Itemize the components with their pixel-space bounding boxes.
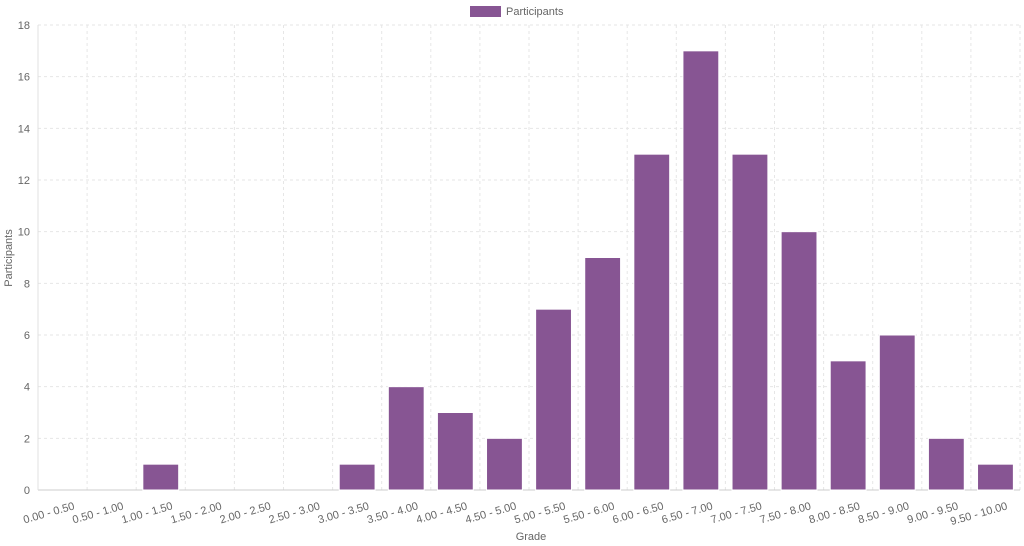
bar-1-00-1-50[interactable] <box>142 463 180 491</box>
bar-6-50-7-00[interactable] <box>682 50 720 491</box>
y-tick-label: 8 <box>24 278 30 290</box>
y-axis-ticks: 0 2 4 6 8 10 12 14 16 18 <box>18 20 30 497</box>
x-tick-label: 0.00 - 0.50 <box>22 500 76 526</box>
bar-9-50-10-00[interactable] <box>977 463 1014 491</box>
x-axis-title: Grade <box>516 531 547 543</box>
chart-bars <box>142 50 1014 491</box>
bar-8-50-9-00[interactable] <box>878 334 916 491</box>
x-tick-label: 3.50 - 4.00 <box>366 500 420 526</box>
y-tick-label: 6 <box>24 330 30 342</box>
bar-9-00-9-50[interactable] <box>927 437 965 491</box>
y-tick-label: 18 <box>18 20 30 32</box>
y-axis-title: Participants <box>3 229 15 287</box>
bar-7-50-8-00[interactable] <box>780 231 818 491</box>
x-tick-label: 8.00 - 8.50 <box>808 500 862 526</box>
x-tick-label: 4.50 - 5.00 <box>464 500 518 526</box>
bar-8-00-8-50[interactable] <box>829 360 867 491</box>
chart-legend[interactable]: Participants <box>470 6 564 18</box>
x-tick-label: 3.00 - 3.50 <box>317 500 371 526</box>
x-tick-label: 4.00 - 4.50 <box>415 500 469 526</box>
x-tick-label: 2.50 - 3.00 <box>268 500 322 526</box>
bar-4-00-4-50[interactable] <box>436 412 474 491</box>
x-tick-label: 6.50 - 7.00 <box>660 500 714 526</box>
y-tick-label: 12 <box>18 175 30 187</box>
y-tick-label: 2 <box>24 433 30 445</box>
legend-swatch-participants[interactable] <box>470 6 501 17</box>
bar-6-00-6-50[interactable] <box>633 153 671 491</box>
bar-5-00-5-50[interactable] <box>535 308 572 491</box>
x-tick-label: 5.00 - 5.50 <box>513 500 567 526</box>
y-tick-label: 14 <box>18 123 30 135</box>
y-tick-label: 16 <box>18 72 30 84</box>
bar-3-00-3-50[interactable] <box>338 463 376 491</box>
x-tick-label: 7.50 - 8.00 <box>759 500 813 526</box>
bar-4-50-5-00[interactable] <box>486 437 523 491</box>
bar-5-50-6-00[interactable] <box>584 257 622 491</box>
x-tick-label: 8.50 - 9.00 <box>857 500 911 526</box>
x-tick-label: 7.00 - 7.50 <box>709 500 763 526</box>
x-tick-label: 6.00 - 6.50 <box>611 500 665 526</box>
x-tick-label: 1.50 - 2.00 <box>169 500 223 526</box>
x-tick-label: 2.00 - 2.50 <box>218 500 272 526</box>
bar-7-00-7-50[interactable] <box>731 153 769 491</box>
x-tick-label: 9.50 - 10.00 <box>949 500 1009 528</box>
x-tick-label: 0.50 - 1.00 <box>71 500 125 526</box>
y-tick-label: 0 <box>24 485 30 497</box>
x-tick-label: 5.50 - 6.00 <box>562 500 616 526</box>
y-tick-label: 10 <box>18 227 30 239</box>
chart-grid <box>37 24 1021 491</box>
y-tick-label: 4 <box>24 382 30 394</box>
x-axis-ticks: 0.00 - 0.500.50 - 1.001.00 - 1.501.50 - … <box>22 500 1009 528</box>
legend-label-participants[interactable]: Participants <box>506 6 564 18</box>
bar-3-50-4-00[interactable] <box>387 386 425 491</box>
x-tick-label: 1.00 - 1.50 <box>120 500 174 526</box>
